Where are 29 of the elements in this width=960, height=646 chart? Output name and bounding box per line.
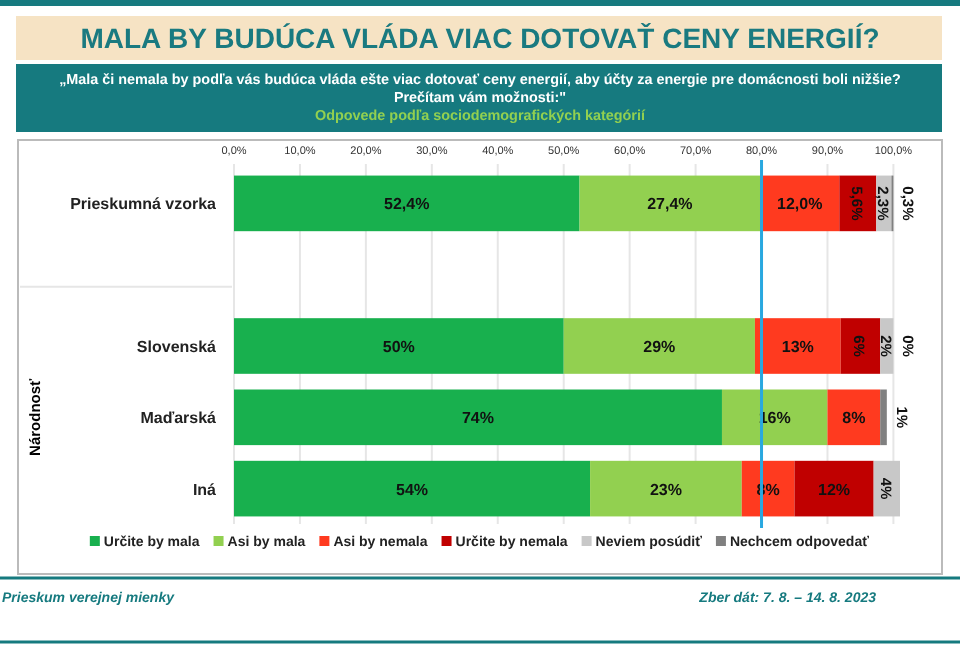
bar — [754, 318, 841, 374]
data-label: 12,0% — [777, 195, 823, 214]
y-tick-label: Maďarská — [140, 409, 218, 428]
y-tick-label: Slovenská — [136, 338, 218, 356]
bar — [880, 389, 887, 446]
y-tick-label: Iná — [192, 480, 218, 499]
bar — [794, 460, 874, 517]
data-label: 50% — [382, 338, 415, 356]
data-label: 27,4% — [647, 195, 693, 214]
data-label: 29% — [643, 338, 676, 356]
data-label: 54% — [396, 480, 429, 499]
bar — [840, 318, 881, 374]
data-label: 74% — [461, 409, 494, 428]
data-label: 12% — [818, 480, 851, 499]
bar — [827, 389, 881, 446]
bar — [234, 318, 564, 374]
bar — [234, 175, 580, 232]
bar — [579, 175, 761, 232]
data-label: 23% — [649, 480, 682, 499]
bar — [721, 389, 828, 446]
data-label: 8% — [842, 409, 866, 428]
bar — [234, 460, 591, 517]
bar — [563, 318, 755, 374]
bar — [590, 460, 742, 517]
data-label: 52,4% — [384, 195, 430, 214]
data-label: 13% — [781, 338, 814, 356]
y-tick-label: Prieskumná vzorka — [70, 195, 218, 214]
chart-title: MALA BY BUDÚCA VLÁDA VIAC DOTOVAŤ CENY ENERGIÍ? — [80, 22, 880, 54]
bar — [234, 389, 722, 446]
